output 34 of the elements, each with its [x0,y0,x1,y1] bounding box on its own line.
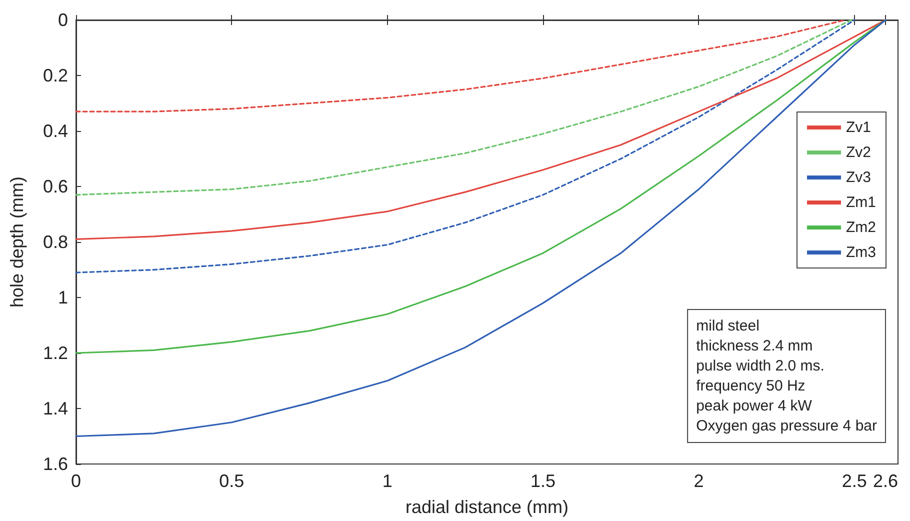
y-tick-label: 0.6 [42,176,68,196]
annotation: Oxygen gas pressure 4 bar [696,418,878,434]
line-series [75,19,886,240]
annotation: mild steel [696,318,760,334]
y-tick-label: 1.4 [42,398,68,418]
x-tick-label: 2 [694,471,704,491]
legend-label: Zv1 [846,119,872,136]
line-series [75,19,886,354]
x-tick-label: 0.5 [219,471,244,491]
annotation: peak power 4 kW [696,398,813,414]
legend-label: Zv2 [846,144,872,161]
x-axis-title: radial distance (mm) [405,497,569,517]
line-series [75,19,886,438]
annotation: frequency 50 Hz [696,378,806,394]
x-tick-label: 1.5 [530,471,556,491]
annotation: pulse width 2.0 ms. [696,358,824,374]
line-series [75,19,846,112]
annotation: thickness 2.4 mm [696,338,813,354]
y-tick-label: 1.2 [42,343,68,363]
legend-label: Zm2 [846,219,876,236]
x-tick-label: 2.6 [873,471,898,491]
y-tick-label: 0.4 [42,121,68,141]
y-tick-label: 0.2 [42,66,68,86]
legend-label: Zm1 [846,194,876,211]
y-tick-label: 1.6 [42,454,68,474]
y-tick-label: 0 [58,10,68,30]
y-axis-title: hole depth (mm) [7,176,27,308]
x-tick-label: 1 [382,471,392,491]
y-tick-label: 0.8 [42,232,68,252]
x-tick-label: 2.5 [842,471,867,491]
legend-label: Zm3 [846,244,876,261]
legend-label: Zv3 [846,169,872,186]
y-tick-label: 1 [58,288,68,308]
x-tick-label: 0 [70,471,82,491]
